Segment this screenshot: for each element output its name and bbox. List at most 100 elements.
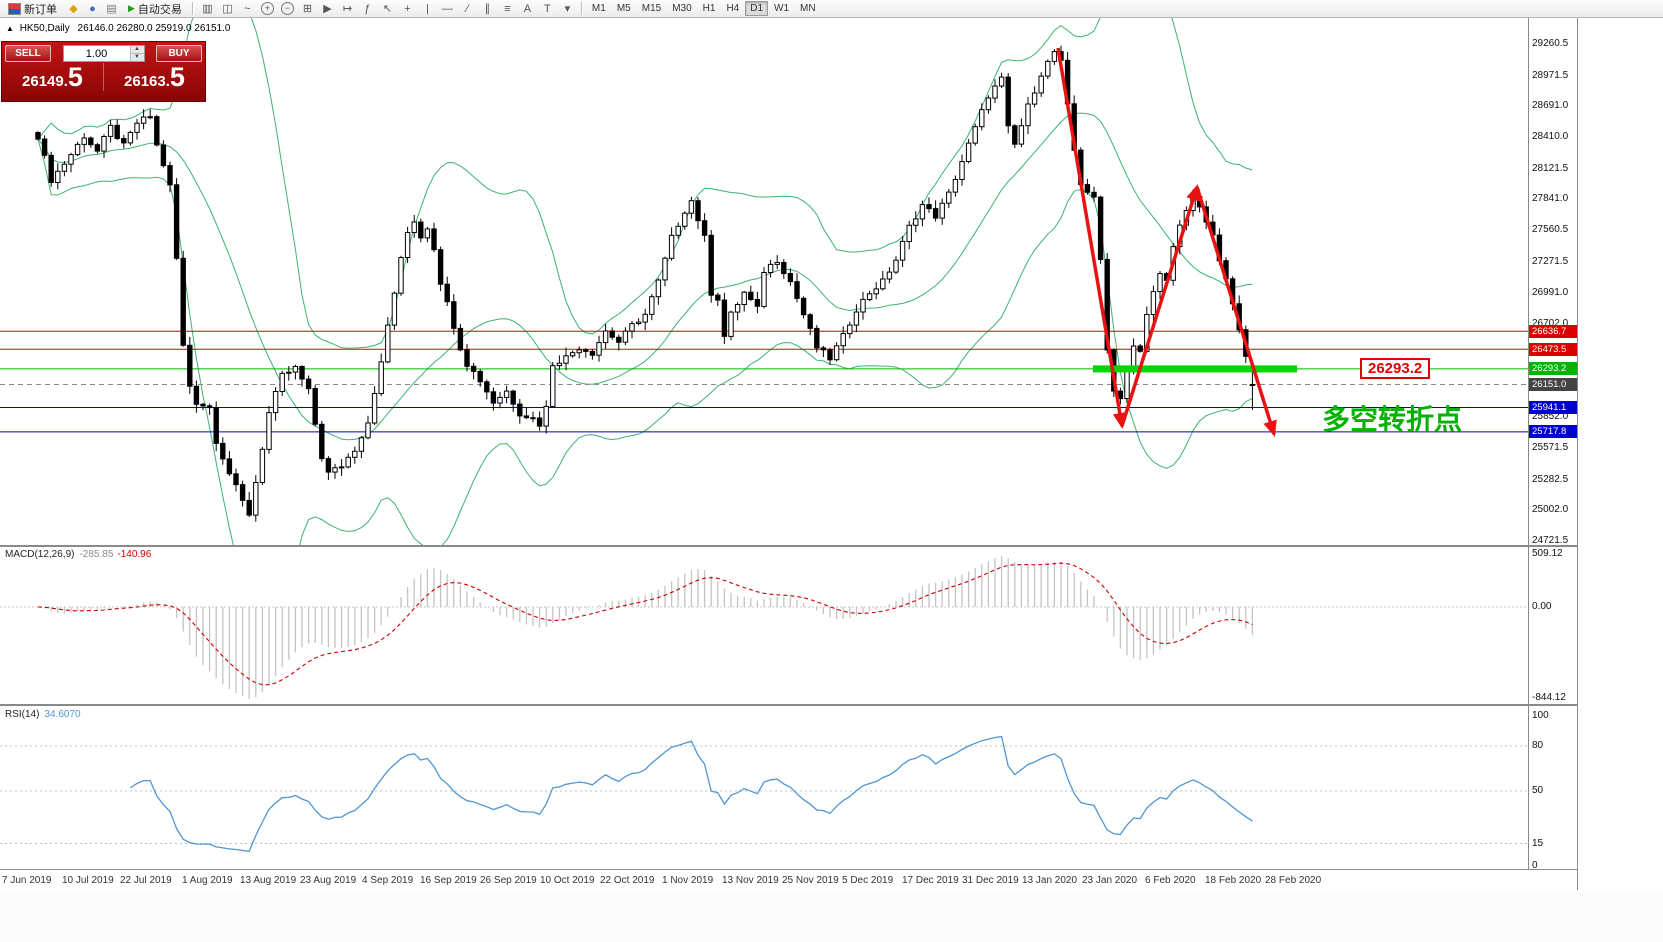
rsi-indicator-canvas[interactable] [0, 706, 1528, 869]
chart-ohlc-values: 26146.0 26280.0 25919.0 26151.0 [77, 23, 231, 34]
equidistant-channel-icon[interactable]: ∥ [484, 3, 491, 15]
timeframe-m5-button[interactable]: M5 [612, 1, 636, 16]
crosshair-icon[interactable]: + [404, 2, 411, 15]
turning-point-annotation[interactable]: 多空转折点 [1322, 404, 1463, 435]
timeframe-m15-button[interactable]: M15 [637, 1, 666, 16]
autotrading-label: 自动交易 [137, 3, 182, 16]
chart-shift-icon[interactable]: ↦ [342, 3, 353, 15]
rsi-axis-label: 50 [1532, 785, 1544, 796]
text-label-icon[interactable]: T [544, 2, 551, 15]
price-tag: 26293.2 [1529, 362, 1577, 376]
time-axis-label: 10 Oct 2019 [540, 875, 595, 886]
time-axis-label: 25 Nov 2019 [782, 875, 839, 886]
volume-up-button[interactable]: ▲ [130, 46, 144, 54]
support-highlight-bar[interactable] [1093, 365, 1297, 373]
price-tag: 25717.8 [1529, 425, 1577, 439]
panel-separator[interactable] [0, 704, 1577, 706]
buy-price: 26163. 5 [103, 63, 205, 91]
price-tag: 25941.1 [1529, 400, 1577, 414]
tile-windows-icon[interactable]: ⊞ [302, 3, 313, 15]
new-order-label: 新订单 [24, 3, 57, 16]
horizontal-level-lines[interactable] [0, 330, 1528, 433]
trend-arrows[interactable] [1056, 47, 1277, 437]
indicators-icon[interactable]: ƒ [364, 2, 371, 15]
timeframe-h1-button[interactable]: H1 [698, 1, 721, 16]
macd-axis-label: 0.00 [1532, 601, 1552, 612]
macd-signal-value: -140.96 [117, 549, 152, 560]
timeframe-m30-button[interactable]: M30 [667, 1, 696, 16]
time-axis-label: 6 Feb 2020 [1145, 875, 1196, 886]
time-axis-label: 10 Jul 2019 [62, 875, 114, 886]
price-level-label[interactable]: 26293.2 [1360, 358, 1431, 379]
sell-price: 26149. 5 [2, 63, 103, 91]
price-axis-label: 26702.0 [1532, 318, 1569, 330]
time-axis-label: 4 Sep 2019 [362, 875, 414, 886]
cursor-icon[interactable]: ↖ [382, 3, 393, 15]
new-order-button[interactable]: 新订单 [2, 1, 63, 17]
candles[interactable] [35, 45, 1256, 522]
chart-title: ▲ HK50,Daily 26146.0 26280.0 25919.0 261… [6, 23, 230, 34]
rsi-axis-label: 0 [1532, 860, 1538, 871]
bollinger-bands[interactable] [37, 18, 1253, 545]
price-axis-label: 26991.0 [1532, 286, 1569, 298]
trendline-icon[interactable]: ∕ [466, 2, 469, 15]
price-axis-label: 25571.5 [1532, 441, 1569, 453]
print-icon[interactable]: ▤ [106, 3, 117, 15]
price-axis-label: 27841.0 [1532, 193, 1569, 205]
time-axis-label: 1 Aug 2019 [182, 875, 233, 886]
toolbar-separator [580, 2, 583, 15]
timeframe-mn-button[interactable]: MN [795, 1, 821, 16]
timeframe-toolbar: M1 M5 M15 M30 H1 H4 D1 W1 MN [587, 1, 821, 16]
arrows-tool-icon[interactable]: ▾ [564, 3, 571, 15]
timeframe-m1-button[interactable]: M1 [587, 1, 611, 16]
horizontal-line-icon[interactable]: ― [441, 2, 453, 15]
time-axis-label: 16 Sep 2019 [420, 875, 477, 886]
price-tag: 26151.0 [1529, 377, 1577, 391]
toolbar-chart-tools: ▥ ◫ ~ + − ⊞ ▶ ↦ ƒ ↖ + | ― ∕ ∥ ≡ A T ▾ [198, 1, 577, 17]
line-chart-icon[interactable]: ~ [244, 2, 251, 15]
price-axis-label: 27560.5 [1532, 224, 1569, 236]
collapse-icon[interactable]: ▲ [6, 24, 14, 33]
price-axis-label: 24721.5 [1532, 535, 1569, 546]
timeframe-d1-button[interactable]: D1 [745, 1, 769, 16]
panel-separator[interactable] [0, 869, 1577, 870]
panel-separator[interactable] [0, 545, 1577, 547]
fibonacci-retracement-icon[interactable]: ≡ [504, 2, 511, 15]
macd-indicator-canvas[interactable] [0, 547, 1528, 704]
time-axis-label: 7 Jun 2019 [2, 875, 52, 886]
volume-input[interactable] [63, 46, 130, 61]
price-axis-label: 25002.0 [1532, 504, 1569, 516]
candlestick-chart-icon[interactable]: ◫ [222, 3, 233, 15]
zoom-in-icon[interactable]: + [258, 1, 277, 17]
rsi-title: RSI(14) [5, 709, 40, 720]
volume-input-group: ▲ ▼ [62, 45, 145, 62]
autotrading-button[interactable]: ▶ 自动交易 [122, 1, 188, 17]
time-axis-label: 26 Sep 2019 [480, 875, 537, 886]
mql5-community-icon[interactable]: ● [89, 2, 96, 15]
sell-price-main: 26149. [22, 73, 68, 90]
price-axis-label: 28121.5 [1532, 162, 1569, 174]
price-chart-canvas[interactable] [0, 18, 1528, 545]
metaeditor-icon[interactable]: ◆ [69, 3, 78, 15]
time-axis-label: 5 Dec 2019 [842, 875, 894, 886]
macd-title: MACD(12,26,9) [5, 549, 75, 560]
rsi-axis-label: 100 [1532, 710, 1549, 721]
auto-scroll-icon[interactable]: ▶ [323, 3, 332, 15]
timeframe-w1-button[interactable]: W1 [769, 1, 794, 16]
buy-button[interactable]: BUY [156, 45, 202, 62]
timeframe-h4-button[interactable]: H4 [721, 1, 744, 16]
one-click-trading-panel: SELL ▲ ▼ BUY 26149. 5 26163. 5 [1, 41, 206, 102]
volume-down-button[interactable]: ▼ [130, 54, 144, 61]
price-axis-label: 28410.0 [1532, 131, 1569, 143]
price-axis-label: 27271.5 [1532, 255, 1569, 267]
axis-right-border [1577, 18, 1578, 890]
price-tag: 26473.5 [1529, 342, 1577, 356]
bars-chart-icon[interactable]: ▥ [202, 3, 213, 15]
sell-button[interactable]: SELL [5, 45, 51, 62]
price-tag: 26636.7 [1529, 324, 1577, 338]
text-icon[interactable]: A [523, 2, 532, 15]
zoom-out-icon[interactable]: − [278, 1, 297, 17]
macd-axis-label: 509.12 [1532, 548, 1563, 559]
buy-price-big-digit: 5 [169, 62, 185, 92]
vertical-line-icon[interactable]: | [425, 2, 429, 15]
